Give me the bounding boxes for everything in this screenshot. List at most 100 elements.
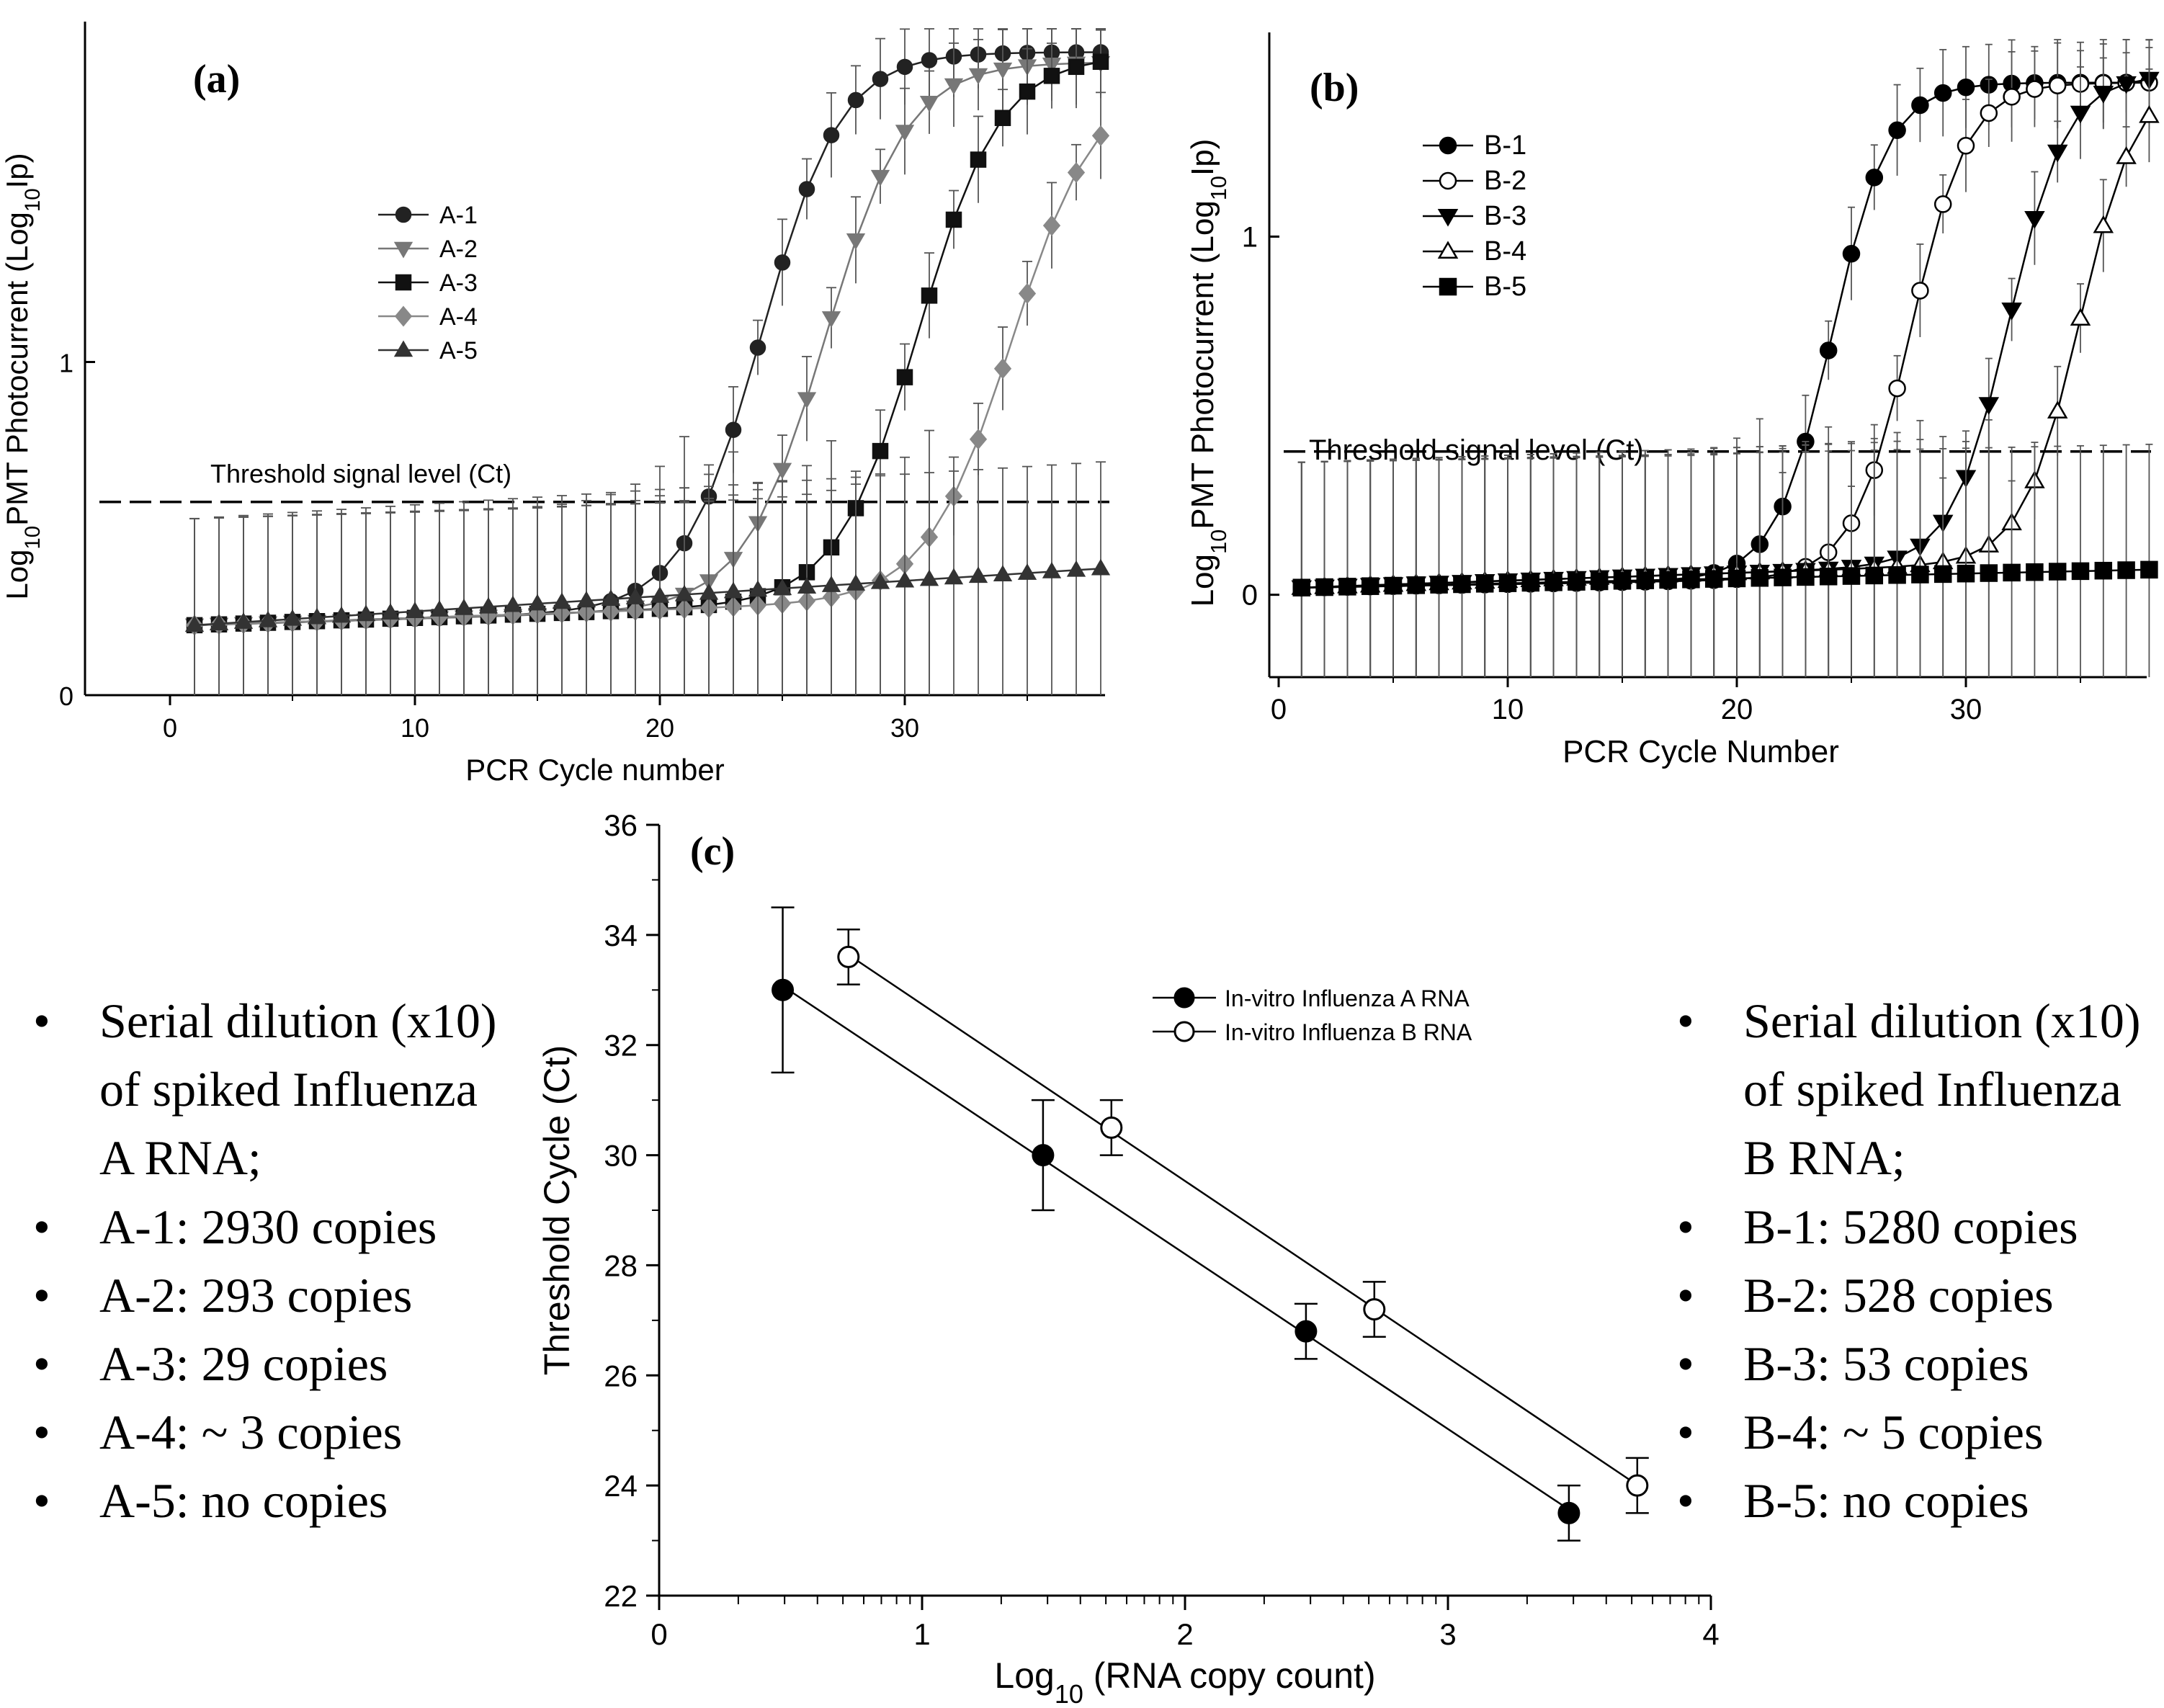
data-point <box>846 574 866 591</box>
data-point <box>896 58 913 76</box>
fit-line <box>782 985 1570 1511</box>
data-point <box>837 945 860 968</box>
data-point <box>772 578 792 596</box>
y-tick-label: 1 <box>59 349 73 378</box>
data-point <box>2003 88 2021 106</box>
data-point <box>969 429 988 450</box>
data-point <box>872 71 889 87</box>
note-item: B-1: 5280 copies <box>1657 1193 2161 1261</box>
data-point <box>1100 1116 1123 1139</box>
data-point <box>625 588 645 604</box>
data-point <box>429 600 450 617</box>
data-point <box>1636 571 1655 589</box>
legend-label: In-vitro Influenza A RNA <box>1225 985 1470 1011</box>
data-point <box>1067 162 1086 183</box>
legend-label: A-2 <box>439 236 478 263</box>
data-point <box>1091 558 1111 576</box>
data-point <box>1018 283 1037 304</box>
data-point <box>970 151 987 168</box>
y-tick-label: 30 <box>604 1139 638 1173</box>
data-point <box>2047 401 2068 419</box>
data-point <box>1019 83 1036 100</box>
data-point <box>1865 566 1884 585</box>
y-tick-label: 34 <box>604 918 638 952</box>
legend-item: A-5 <box>378 337 478 365</box>
x-tick-label: 2 <box>1176 1617 1193 1651</box>
data-point <box>1568 573 1586 591</box>
note-item: A-4: ~ 3 copies <box>13 1398 517 1467</box>
x-axis-label: PCR Cycle Number <box>1562 734 1839 769</box>
data-point <box>1978 397 2000 415</box>
legend-label: A-3 <box>439 269 478 297</box>
data-point <box>723 581 743 599</box>
x-tick-label: 0 <box>650 1617 667 1651</box>
x-tick-label: 20 <box>645 713 674 743</box>
data-point <box>394 305 413 327</box>
data-point <box>1933 565 1952 584</box>
data-point <box>356 604 376 622</box>
y-tick-label: 0 <box>1242 580 1258 612</box>
data-point <box>2093 215 2114 233</box>
data-point <box>650 586 670 603</box>
data-point <box>233 612 254 629</box>
data-point <box>1774 568 1792 586</box>
data-point <box>1430 576 1448 594</box>
legend-item: B-4 <box>1423 236 1526 267</box>
legend-label: B-3 <box>1484 201 1526 231</box>
data-point <box>258 611 278 627</box>
data-point <box>1797 568 1815 586</box>
y-axis-label: Threshold Cycle (Ct) <box>537 1045 577 1375</box>
panel-b-background <box>1177 0 2164 805</box>
data-point <box>1819 341 1838 359</box>
data-point <box>2140 560 2158 579</box>
series-A-5 <box>184 461 1111 695</box>
data-point <box>1911 282 1929 300</box>
data-point <box>1888 379 1906 398</box>
data-point <box>993 565 1013 581</box>
panel-b: 0 10 20 30 0 1 PCR Cycle Number Log10PMT Photoc… <box>1185 32 2160 769</box>
data-point <box>1091 125 1110 146</box>
note-item: Serial dilution (x10) of spiked Influenz… <box>13 987 517 1193</box>
x-tick-label: 1 <box>913 1617 930 1651</box>
data-point <box>1933 195 1952 213</box>
panel-label: (b) <box>1310 66 1359 110</box>
data-point <box>797 577 817 594</box>
data-point <box>184 615 205 632</box>
x-tick-label: 0 <box>163 713 177 743</box>
x-tick-label: 4 <box>1702 1617 1719 1651</box>
data-point <box>1437 208 1459 227</box>
y-tick-label: 22 <box>604 1579 638 1613</box>
data-point <box>870 572 890 589</box>
data-point <box>1842 567 1861 585</box>
data-point <box>1626 1474 1649 1497</box>
data-point <box>1590 572 1609 591</box>
data-point <box>1407 576 1426 594</box>
series-influenza-a <box>771 906 1580 1542</box>
dilution-notes-a: Serial dilution (x10) of spiked Influenz… <box>13 987 517 1536</box>
legend-label: A-5 <box>439 337 478 365</box>
data-point <box>2024 211 2045 229</box>
data-point <box>1980 564 1998 582</box>
y-tick-label: 1 <box>1242 221 1258 253</box>
data-point <box>921 52 938 68</box>
data-point <box>774 254 791 271</box>
legend-item: B-5 <box>1423 272 1526 302</box>
data-point <box>1068 58 1085 76</box>
data-point <box>968 566 988 584</box>
data-point <box>725 421 742 438</box>
panel-label: (c) <box>690 829 735 874</box>
data-point <box>993 62 1013 79</box>
data-point <box>552 592 572 609</box>
data-point <box>1521 573 1540 592</box>
data-point <box>2047 144 2068 163</box>
legend-label: B-5 <box>1484 272 1526 302</box>
legend-item: B-3 <box>1423 201 1526 231</box>
data-point <box>749 339 766 356</box>
data-point <box>919 95 939 112</box>
data-point <box>1888 565 1906 584</box>
legend-item: In-vitro Influenza B RNA <box>1153 1019 1472 1045</box>
data-point <box>503 595 523 612</box>
panel-a: 0 10 20 30 0 1 PCR Cycle number Log10PMT Photoc… <box>0 22 1111 787</box>
